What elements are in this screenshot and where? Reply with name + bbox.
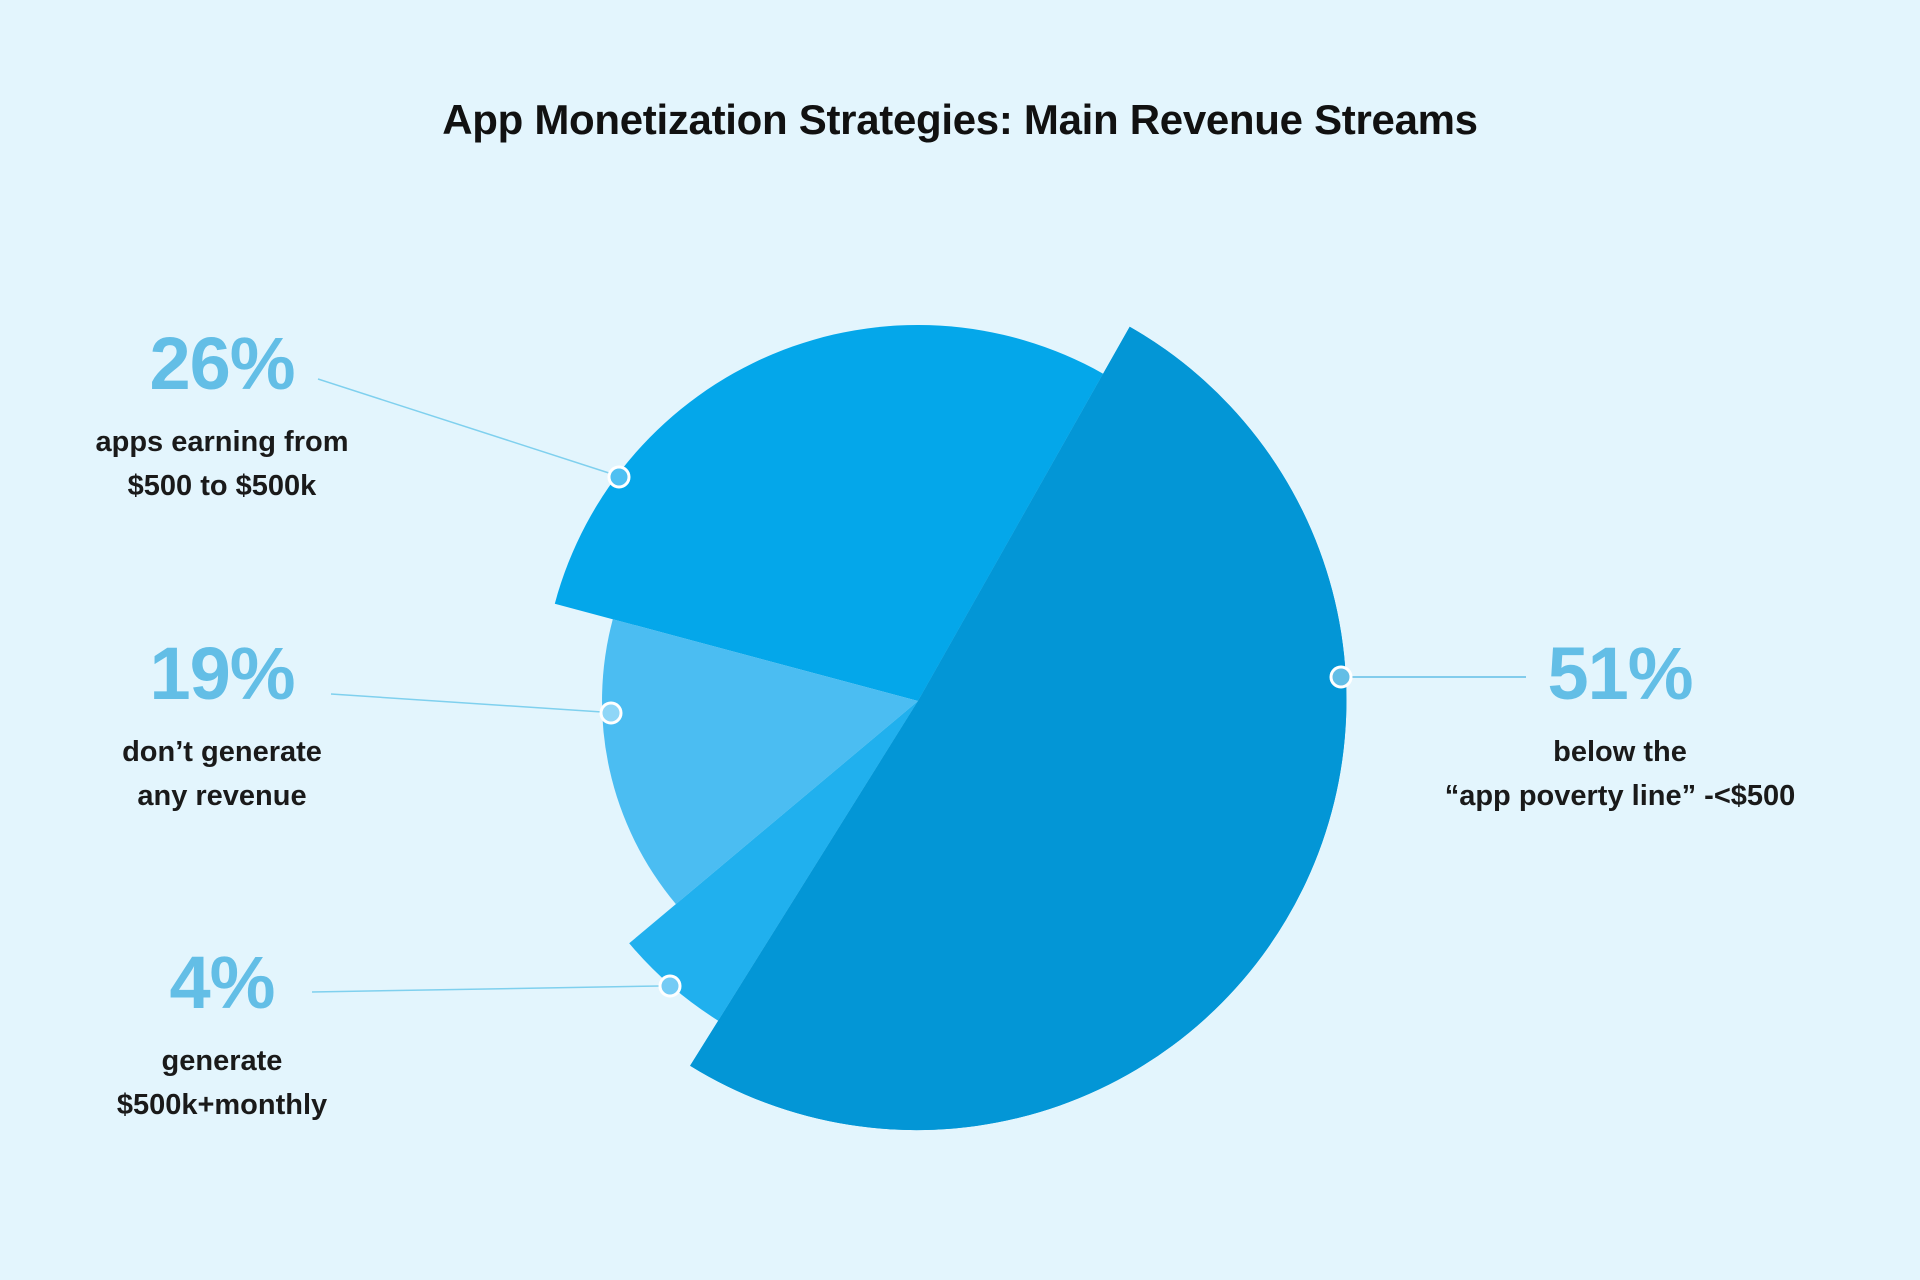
marker-dot-51 bbox=[1329, 665, 1353, 689]
callout-description: don’t generate any revenue bbox=[122, 736, 322, 812]
slice-4-percent bbox=[629, 701, 918, 1021]
percent-value: 26% bbox=[149, 322, 295, 405]
percent-value: 4% bbox=[169, 941, 276, 1024]
marker-dot-26 bbox=[607, 465, 631, 489]
callout-19: 19% don’t generate any revenue bbox=[2, 634, 442, 818]
callout-description: below the “app poverty line” -<$500 bbox=[1444, 736, 1796, 812]
leader-line-19 bbox=[330, 693, 603, 713]
callout-description: apps earning from $500 to $500k bbox=[95, 426, 349, 502]
callout-4: 4% generate $500k+monthly bbox=[2, 943, 442, 1127]
callout-51: 51% below the “app poverty line” -<$500 bbox=[1400, 634, 1840, 818]
marker-dot-19 bbox=[599, 701, 623, 725]
marker-dot-4 bbox=[658, 974, 682, 998]
leader-line-4 bbox=[311, 985, 661, 993]
leader-line-26 bbox=[317, 378, 613, 475]
callout-26: 26% apps earning from $500 to $500k bbox=[2, 324, 442, 508]
chart-title: App Monetization Strategies: Main Revenu… bbox=[442, 96, 1478, 143]
slice-19-percent bbox=[602, 619, 918, 905]
percent-value: 51% bbox=[1547, 632, 1693, 715]
percent-value: 19% bbox=[149, 632, 295, 715]
callout-description: generate $500k+monthly bbox=[116, 1045, 328, 1121]
slice-26-percent bbox=[554, 324, 1104, 701]
